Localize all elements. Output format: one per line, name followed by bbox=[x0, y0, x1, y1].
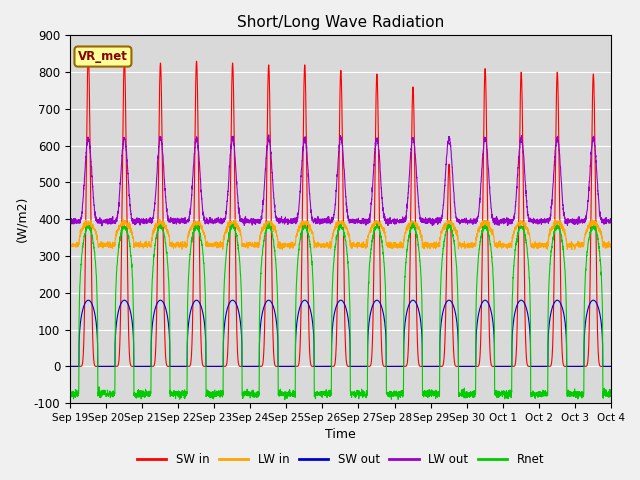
LW out bbox=[607, 219, 614, 225]
Rnet bbox=[66, 390, 74, 396]
LW in bbox=[571, 247, 579, 252]
SW out bbox=[182, 363, 189, 369]
LW out bbox=[182, 220, 190, 226]
LW out bbox=[607, 218, 614, 224]
Title: Short/Long Wave Radiation: Short/Long Wave Radiation bbox=[237, 15, 444, 30]
Rnet bbox=[182, 389, 189, 395]
Rnet bbox=[281, 396, 289, 402]
LW out bbox=[394, 216, 401, 222]
LW in bbox=[403, 224, 410, 230]
Rnet bbox=[410, 220, 417, 226]
SW out bbox=[217, 363, 225, 369]
LW in bbox=[607, 241, 614, 247]
Rnet bbox=[607, 391, 614, 396]
SW out bbox=[403, 311, 410, 316]
SW out bbox=[607, 363, 614, 369]
SW out bbox=[393, 363, 401, 369]
SW in bbox=[182, 363, 190, 369]
SW out bbox=[265, 297, 273, 303]
X-axis label: Time: Time bbox=[325, 429, 356, 442]
LW out bbox=[403, 208, 411, 214]
SW in bbox=[403, 363, 410, 369]
Y-axis label: (W/m2): (W/m2) bbox=[15, 196, 28, 242]
SW in bbox=[84, 51, 92, 57]
Line: LW out: LW out bbox=[70, 135, 611, 226]
Line: SW in: SW in bbox=[70, 54, 611, 366]
LW out bbox=[556, 153, 564, 159]
LW in bbox=[120, 216, 127, 222]
Line: Rnet: Rnet bbox=[70, 223, 611, 399]
Rnet bbox=[556, 227, 564, 233]
LW out bbox=[98, 223, 106, 229]
SW in bbox=[217, 363, 225, 369]
LW in bbox=[217, 241, 225, 247]
Legend: SW in, LW in, SW out, LW out, Rnet: SW in, LW in, SW out, LW out, Rnet bbox=[132, 448, 549, 471]
SW in bbox=[607, 363, 614, 369]
LW in bbox=[556, 221, 563, 227]
LW out bbox=[265, 132, 273, 138]
SW out bbox=[556, 299, 563, 305]
Rnet bbox=[217, 392, 225, 398]
LW in bbox=[66, 241, 74, 247]
Rnet bbox=[607, 392, 614, 397]
SW out bbox=[607, 363, 614, 369]
LW in bbox=[607, 242, 614, 248]
LW out bbox=[217, 217, 225, 223]
LW out bbox=[66, 218, 74, 224]
Rnet bbox=[393, 391, 401, 397]
SW in bbox=[556, 206, 563, 212]
SW in bbox=[66, 363, 74, 369]
Rnet bbox=[403, 252, 410, 257]
Line: LW in: LW in bbox=[70, 219, 611, 250]
Line: SW out: SW out bbox=[70, 300, 611, 366]
SW in bbox=[607, 363, 614, 369]
SW out bbox=[66, 363, 74, 369]
Text: VR_met: VR_met bbox=[78, 50, 128, 63]
LW in bbox=[182, 241, 190, 247]
LW in bbox=[393, 243, 401, 249]
SW in bbox=[393, 363, 401, 369]
